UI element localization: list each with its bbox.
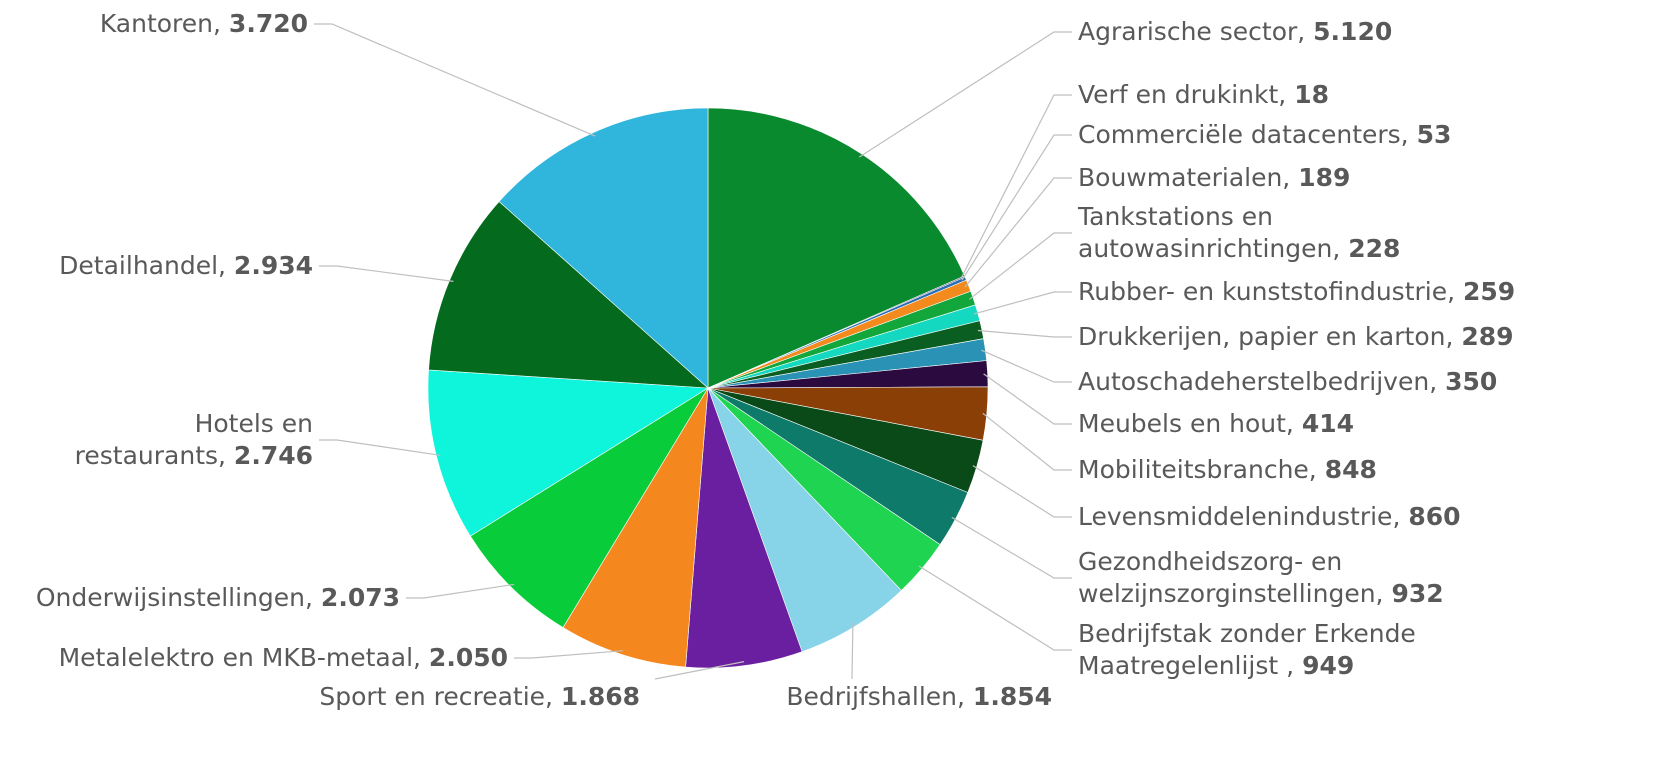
pie-slice (707, 387, 902, 653)
leader-line (406, 583, 515, 599)
pie-slice (428, 201, 709, 389)
leader-line (969, 232, 1072, 300)
leader-line (983, 373, 1072, 425)
leader-line (858, 31, 1072, 158)
slice-label: Rubber- en kunststofindustrie, 259 (1078, 277, 1515, 306)
leader-line (319, 439, 441, 456)
slice-label: Tankstations en autowasinrichtingen, 228 (1077, 202, 1400, 263)
slice-label: Autoschadeherstelbedrijven, 350 (1078, 367, 1497, 396)
slice-label: Sport en recreatie, 1.868 (319, 682, 640, 711)
pie-slice (469, 387, 709, 628)
slice-label: Drukkerijen, papier en karton, 289 (1078, 322, 1514, 351)
leader-line (961, 134, 1072, 281)
leader-line (951, 516, 1072, 579)
slice-label: Hotels en restaurants, 2.746 (75, 409, 313, 470)
slice-label: Gezondheidszorg- en welzijnszorginstellin… (1078, 547, 1444, 608)
leader-line (982, 412, 1072, 471)
pie-slice (562, 387, 709, 668)
slice-label: Detailhandel, 2.934 (59, 251, 313, 280)
pie-slice (427, 369, 709, 537)
leader-line (851, 622, 854, 680)
slice-label: Agrarische sector, 5.120 (1078, 17, 1392, 46)
pie-slice (685, 387, 803, 669)
leader-line (960, 94, 1072, 279)
slice-label: Metalelektro en MKB-metaal, 2.050 (59, 643, 508, 672)
pie-slices (427, 107, 989, 669)
slice-label: Bedrijfstak zonder Erkende Maatregelenlij… (1078, 619, 1416, 680)
leader-line (918, 565, 1072, 651)
leader-line (964, 177, 1072, 288)
slice-label: Kantoren, 3.720 (100, 9, 308, 38)
pie-slice (498, 107, 709, 389)
slice-label: Onderwijsinstellingen, 2.073 (36, 583, 400, 612)
leader-line (977, 329, 1072, 338)
leader-line (981, 349, 1072, 383)
leader-lines (314, 23, 1072, 680)
slice-label: Commerciële datacenters, 53 (1078, 120, 1451, 149)
leader-line (319, 265, 454, 282)
leader-line (514, 650, 624, 659)
slice-label: Bedrijfshallen, 1.854 (786, 682, 1052, 711)
leader-line (654, 661, 745, 680)
leader-line (314, 23, 596, 137)
slice-label: Bouwmaterialen, 189 (1078, 163, 1350, 192)
pie-slice (707, 107, 966, 389)
slice-labels: Agrarische sector, 5.120 Verf en drukinkt… (36, 9, 1515, 711)
slice-label: Meubels en hout, 414 (1078, 409, 1354, 438)
slice-label: Verf en drukinkt, 18 (1078, 80, 1329, 109)
leader-line (973, 291, 1072, 315)
leader-line (972, 465, 1072, 518)
slice-label: Mobiliteitsbranche, 848 (1078, 455, 1377, 484)
slice-label: Levensmiddelenindustrie, 860 (1078, 502, 1461, 531)
